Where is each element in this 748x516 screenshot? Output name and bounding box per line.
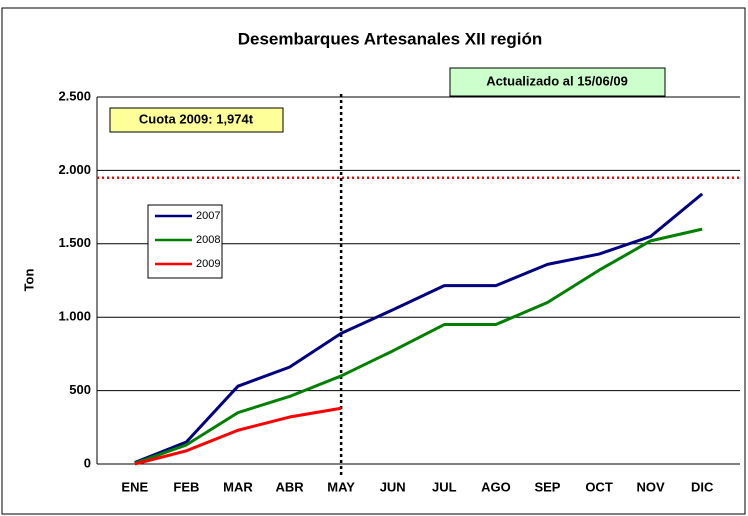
y-tick-label: 1.000: [58, 309, 91, 324]
chart-title: Desembarques Artesanales XII región: [238, 29, 543, 48]
x-tick-label: JUL: [432, 479, 457, 494]
x-tick-label: MAY: [327, 479, 355, 494]
x-tick-label: FEB: [173, 479, 199, 494]
x-tick-label: ENE: [121, 479, 148, 494]
x-tick-label: ABR: [275, 479, 304, 494]
x-tick-label: JUN: [380, 479, 406, 494]
legend-label: 2009: [196, 258, 220, 270]
quota-label: Cuota 2009: 1,974t: [139, 111, 254, 126]
x-tick-label: MAR: [223, 479, 253, 494]
legend-label: 2008: [196, 234, 220, 246]
y-axis-label: Ton: [21, 269, 36, 292]
x-tick-label: SEP: [534, 479, 560, 494]
legend-label: 2007: [196, 210, 220, 222]
x-tick-label: OCT: [585, 479, 613, 494]
x-tick-label: DIC: [691, 479, 714, 494]
y-tick-label: 2.000: [58, 162, 91, 177]
y-tick-label: 1.500: [58, 235, 91, 250]
update-note: Actualizado al 15/06/09: [486, 73, 628, 88]
x-tick-label: AGO: [481, 479, 511, 494]
y-tick-label: 500: [69, 382, 91, 397]
y-tick-label: 2.500: [58, 88, 91, 103]
chart: Desembarques Artesanales XII región Ton …: [0, 0, 748, 516]
y-tick-label: 0: [84, 455, 91, 470]
x-tick-label: NOV: [637, 479, 666, 494]
